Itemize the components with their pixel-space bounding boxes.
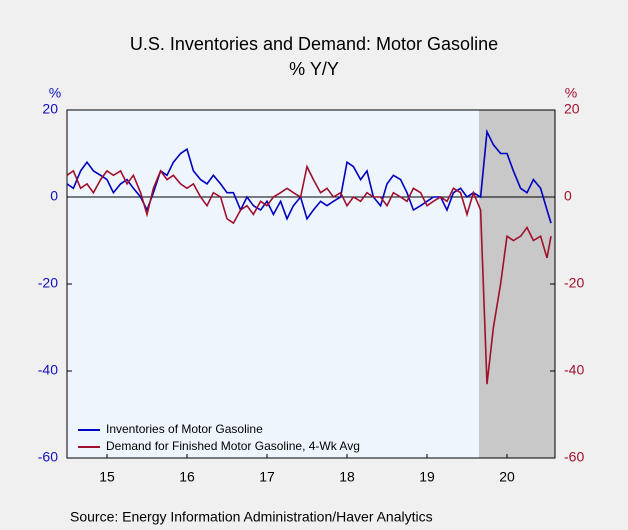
y-tick-label: -40: [38, 362, 58, 378]
y-tick-label: -20: [38, 275, 58, 291]
source-note: Source: Energy Information Administratio…: [70, 509, 433, 525]
x-tick-label: 16: [179, 469, 195, 485]
y2-tick-label: 0: [564, 188, 572, 204]
y2-axis-label: %: [565, 85, 577, 101]
x-tick-label: 19: [419, 469, 435, 485]
shaded-span: [479, 110, 555, 458]
legend-label: Demand for Finished Motor Gasoline, 4-Wk…: [106, 439, 360, 453]
y-tick-label: 20: [42, 101, 58, 117]
x-tick-label: 15: [99, 469, 115, 485]
y2-tick-label: -20: [564, 275, 584, 291]
series-line: [66, 164, 552, 385]
y2-tick-label: -60: [564, 449, 584, 465]
y-tick-label: 0: [50, 188, 58, 204]
chart-title: U.S. Inventories and Demand: Motor Gasol…: [130, 34, 498, 54]
legend-label: Inventories of Motor Gasoline: [106, 422, 263, 436]
x-tick-label: 18: [339, 469, 355, 485]
x-tick-label: 17: [259, 469, 275, 485]
chart-subtitle: % Y/Y: [289, 59, 339, 79]
y2-tick-label: 20: [564, 101, 580, 117]
y-tick-label: -60: [38, 449, 58, 465]
plot-area: [67, 110, 555, 458]
x-tick-label: 20: [499, 469, 515, 485]
y2-tick-label: -40: [564, 362, 584, 378]
y-axis-label: %: [49, 85, 61, 101]
